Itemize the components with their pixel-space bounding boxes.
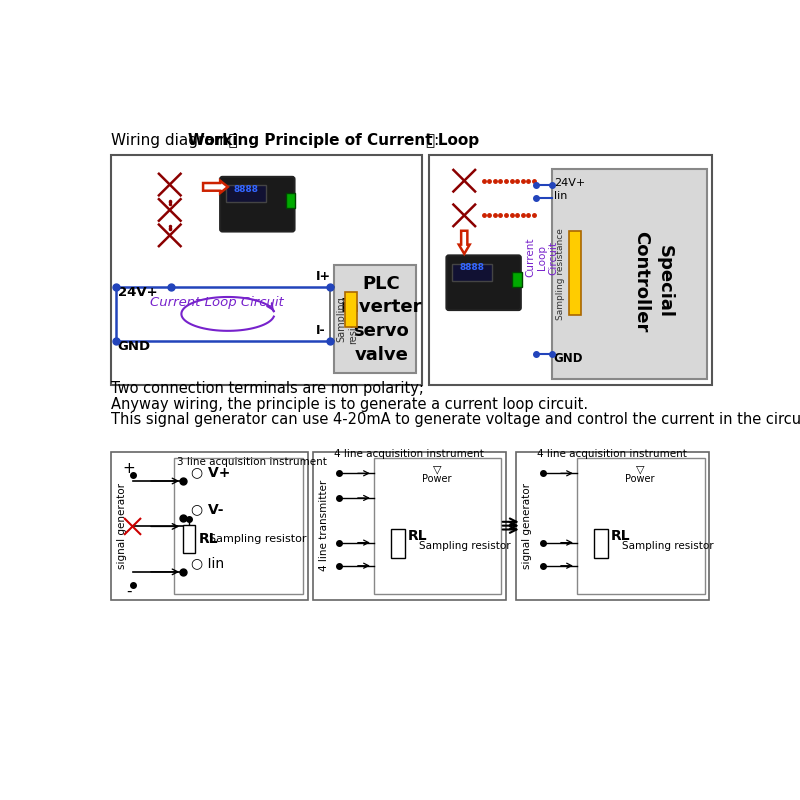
Text: 4 line transmitter: 4 line transmitter (319, 480, 329, 571)
Text: Working Principle of Current Loop: Working Principle of Current Loop (188, 134, 479, 148)
Text: Power: Power (422, 474, 452, 484)
Bar (594, 529, 608, 558)
Text: 3 line acquisition instrument: 3 line acquisition instrument (177, 457, 326, 467)
Text: RL: RL (610, 530, 630, 543)
Bar (516, 452, 709, 600)
Text: lin: lin (554, 191, 567, 202)
Text: Sampling resistance: Sampling resistance (556, 228, 565, 320)
Text: ▽: ▽ (433, 465, 442, 475)
Text: Wiring diagram（: Wiring diagram（ (111, 134, 238, 148)
Text: PLC
inverter
servo
valve: PLC inverter servo valve (341, 275, 422, 364)
Bar (577, 458, 705, 594)
Text: ○ V+: ○ V+ (190, 466, 230, 479)
Text: Current
Loop
Circuit: Current Loop Circuit (525, 238, 558, 278)
Text: signal generator: signal generator (522, 482, 532, 569)
Text: This signal generator can use 4-20mA to generate voltage and control the current: This signal generator can use 4-20mA to … (111, 412, 800, 427)
Text: Sampling resistor: Sampling resistor (622, 542, 714, 551)
Text: 4 line acquisition instrument: 4 line acquisition instrument (334, 450, 484, 459)
Bar (313, 452, 506, 600)
Text: -: - (126, 584, 131, 598)
Text: Two connection terminals are non polarity;: Two connection terminals are non polarit… (111, 382, 424, 396)
Bar (345, 292, 357, 327)
Text: GND: GND (118, 340, 151, 353)
FancyArrow shape (203, 181, 228, 193)
Text: 8888: 8888 (234, 185, 258, 194)
Bar (552, 169, 707, 379)
Text: I-: I- (316, 324, 326, 337)
Text: signal generator: signal generator (117, 482, 126, 569)
Bar (390, 529, 405, 558)
Bar (512, 271, 522, 287)
Bar (286, 193, 295, 209)
Text: ）:: ）: (426, 134, 440, 148)
Text: ▽: ▽ (636, 465, 645, 475)
Text: 24V+: 24V+ (554, 178, 586, 188)
FancyBboxPatch shape (220, 177, 294, 231)
Text: ○ V-: ○ V- (190, 502, 223, 517)
Text: 8888: 8888 (459, 263, 485, 272)
Text: 4 line acquisition instrument: 4 line acquisition instrument (538, 450, 687, 459)
Text: Sampling resistor: Sampling resistor (418, 542, 510, 551)
Text: Current Loop Circuit: Current Loop Circuit (150, 295, 284, 309)
Bar (174, 458, 303, 594)
Text: Anyway wiring, the principle is to generate a current loop circuit.: Anyway wiring, the principle is to gener… (111, 397, 588, 412)
Bar (430, 154, 712, 385)
Text: +: + (122, 461, 135, 476)
Text: RL: RL (198, 532, 218, 546)
Bar (569, 230, 581, 315)
Text: Power: Power (626, 474, 655, 484)
Bar (111, 452, 308, 600)
FancyArrow shape (459, 230, 470, 254)
Text: ○ Iin: ○ Iin (190, 556, 224, 570)
Text: 24V+: 24V+ (118, 286, 158, 299)
Text: Sampling
resistance: Sampling resistance (336, 294, 358, 345)
Text: Sampling resistor: Sampling resistor (210, 534, 306, 544)
Bar (334, 266, 416, 373)
Text: I+: I+ (316, 270, 331, 283)
Text: Special
Controller: Special Controller (632, 231, 674, 332)
Bar (183, 525, 195, 553)
Bar (226, 186, 266, 202)
FancyBboxPatch shape (446, 255, 521, 310)
Text: RL: RL (408, 530, 427, 543)
Bar (111, 154, 422, 385)
Text: GND: GND (554, 353, 583, 366)
Bar (374, 458, 502, 594)
Bar (452, 264, 492, 281)
